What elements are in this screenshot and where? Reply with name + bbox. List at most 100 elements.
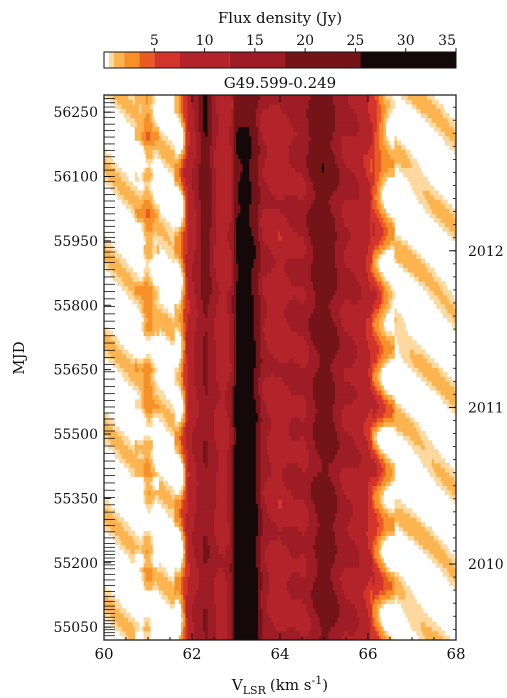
heatmap-cell <box>337 326 345 332</box>
heatmap-cell <box>383 417 395 423</box>
heatmap-cell <box>187 185 193 191</box>
heatmap-cell <box>231 367 235 373</box>
heatmap-cell <box>363 163 371 169</box>
heatmap-cell <box>141 390 144 396</box>
heatmap-cell <box>187 417 197 423</box>
heatmap-cell <box>341 635 371 641</box>
heatmap-cell <box>183 617 186 623</box>
heatmap-cell <box>423 285 430 291</box>
heatmap-cell <box>209 240 217 246</box>
heatmap-cell <box>231 249 235 255</box>
heatmap-cell <box>183 635 186 641</box>
heatmap-cell <box>368 544 373 550</box>
heatmap-cell <box>376 540 380 546</box>
heatmap-cell <box>262 630 301 636</box>
heatmap-cell <box>236 431 257 437</box>
heatmap-cell <box>104 422 109 427</box>
heatmap-cell <box>229 131 235 137</box>
heatmap-cell <box>260 303 268 309</box>
heatmap-cell <box>260 549 265 555</box>
heatmap-cell <box>130 376 144 382</box>
heatmap-cell <box>390 303 393 309</box>
heatmap-cell <box>306 213 334 219</box>
heatmap-cell <box>357 390 373 396</box>
heatmap-cell <box>183 358 186 364</box>
heatmap-cell <box>308 358 320 364</box>
heatmap-cell <box>236 140 252 146</box>
heatmap-cell <box>154 231 158 237</box>
heatmap-cell <box>222 553 226 559</box>
heatmap-cell <box>372 272 375 278</box>
heatmap-cell <box>284 381 314 387</box>
heatmap-cell <box>372 408 378 414</box>
heatmap-cell <box>370 285 373 291</box>
heatmap-cell <box>308 99 334 105</box>
heatmap-cell <box>174 303 177 309</box>
heatmap-cell <box>260 249 272 255</box>
heatmap-cell <box>236 349 257 355</box>
heatmap-cell <box>185 335 195 341</box>
heatmap-cell <box>174 435 180 441</box>
heatmap-cell <box>260 558 265 564</box>
heatmap-cell <box>220 290 228 296</box>
heatmap-cell <box>216 99 235 105</box>
heatmap-cell <box>196 244 202 250</box>
heatmap-cell <box>423 353 430 359</box>
heatmap-cell <box>396 403 402 409</box>
heatmap-cell <box>258 512 263 518</box>
heatmap-cell <box>317 367 331 373</box>
heatmap-cell <box>233 558 257 564</box>
heatmap-cell <box>383 172 395 178</box>
heatmap-cell <box>434 553 448 559</box>
heatmap-cell <box>207 372 217 377</box>
heatmap-cell <box>317 512 336 518</box>
heatmap-cell <box>183 285 186 291</box>
heatmap-cell <box>203 553 210 559</box>
heatmap-cell <box>207 362 217 368</box>
heatmap-cell <box>264 549 290 555</box>
heatmap-cell <box>152 117 155 123</box>
heatmap-cell <box>449 571 457 577</box>
heatmap-cell <box>258 381 263 387</box>
heatmap-cell <box>271 372 274 377</box>
heatmap-cell <box>306 158 336 164</box>
heatmap-cell <box>141 408 144 414</box>
heatmap-cell <box>372 590 380 595</box>
heatmap-cell <box>383 285 386 291</box>
heatmap-cell <box>343 367 369 373</box>
heatmap-cell <box>313 249 336 255</box>
heatmap-cell <box>218 458 228 464</box>
heatmap-cell <box>233 267 239 273</box>
heatmap-cell <box>343 372 369 377</box>
heatmap-cell <box>207 367 217 373</box>
heatmap-cell <box>258 290 263 296</box>
heatmap-cell <box>227 231 235 237</box>
heatmap-cell <box>262 276 290 282</box>
heatmap-cell <box>315 549 338 555</box>
heatmap-cell <box>379 490 384 496</box>
heatmap-cell <box>394 412 406 418</box>
heatmap-cell <box>374 299 382 305</box>
heatmap-cell <box>258 281 263 287</box>
heatmap-cell <box>207 95 213 100</box>
heatmap-cell <box>306 440 316 446</box>
heatmap-cell <box>183 108 188 114</box>
heatmap-cell <box>376 426 380 432</box>
heatmap-cell <box>194 517 215 523</box>
heatmap-cell <box>152 367 155 373</box>
heatmap-cell <box>284 267 312 273</box>
heatmap-cell <box>198 585 215 591</box>
heatmap-cell <box>233 108 257 114</box>
heatmap-cell <box>262 521 276 527</box>
heatmap-cell <box>376 258 380 264</box>
heatmap-cell <box>178 358 182 364</box>
heatmap-cell <box>286 585 314 591</box>
heatmap-cell <box>288 154 307 159</box>
heatmap-cell <box>137 453 144 459</box>
heatmap-cell <box>185 390 188 396</box>
heatmap-cell <box>383 99 391 105</box>
heatmap-cell <box>233 253 237 259</box>
heatmap-cell <box>335 485 342 491</box>
heatmap-cell <box>183 362 188 368</box>
heatmap-cell <box>255 253 261 259</box>
